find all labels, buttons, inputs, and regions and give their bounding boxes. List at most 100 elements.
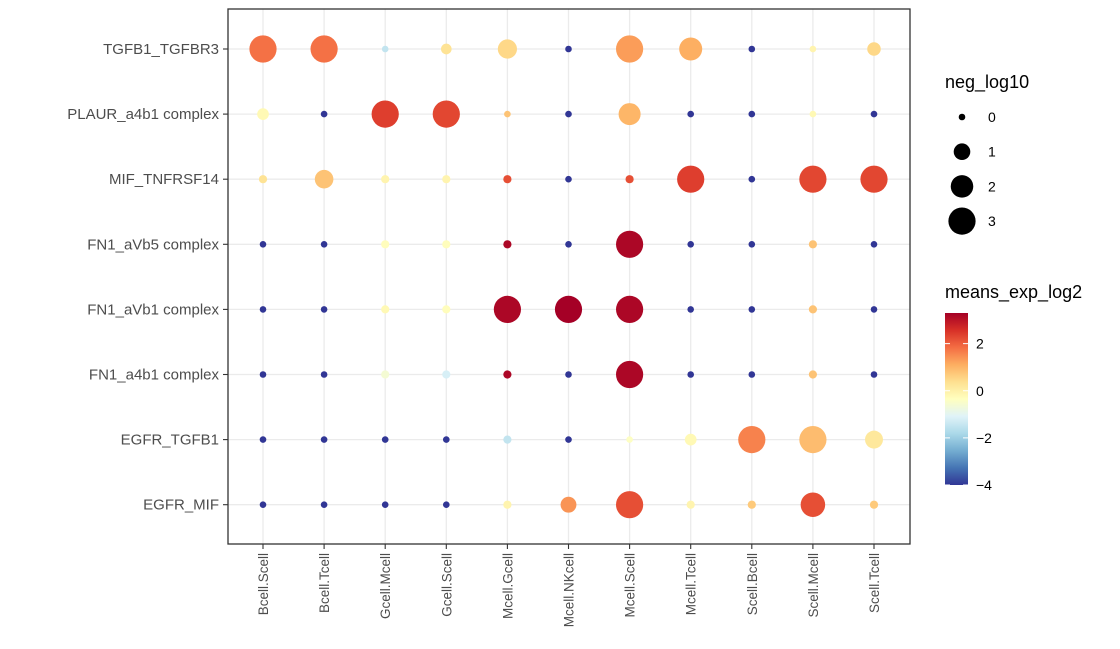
data-point [442,240,451,249]
data-point [870,306,878,313]
data-point [503,500,512,509]
data-point [747,500,756,509]
x-tick-label: Gcell.Mcell [378,553,393,619]
data-point [497,39,517,59]
colorbar-label: −2 [976,430,992,446]
data-point [687,110,694,118]
x-tick-label: Scell.Mcell [806,553,821,618]
data-point [808,305,817,314]
size-legend-title: neg_log10 [945,72,1029,93]
data-point [320,436,328,443]
x-tick-label: Gcell.Scell [439,553,454,617]
data-point [503,175,512,184]
y-tick-label: EGFR_TGFB1 [121,432,219,449]
y-tick-label: FN1_a4b1 complex [89,367,220,384]
data-point [870,371,878,378]
data-point [738,426,766,454]
x-tick-label: Mcell.Tcell [684,553,699,615]
data-point [748,175,756,183]
data-point [503,435,512,444]
color-legend: means_exp_log2 2 0 −2 −4 [945,282,1082,493]
data-point [249,35,277,63]
data-point [808,370,817,379]
data-point [870,110,878,118]
data-point [259,241,267,248]
data-point [381,175,390,184]
data-point [748,241,756,248]
data-point [257,108,269,120]
data-point [259,371,267,378]
data-point [799,165,827,193]
data-point [687,306,694,313]
x-tick-label: Mcell.NKcell [562,553,577,627]
size-legend-key [950,175,974,198]
data-point [677,165,705,193]
data-point [800,492,826,517]
data-point [503,240,512,249]
data-point [799,426,827,454]
data-point [748,306,756,313]
data-point [565,241,572,248]
data-point [565,110,572,118]
data-point [443,436,450,443]
data-point [809,110,817,118]
data-point [748,371,756,378]
data-point [860,165,888,193]
data-point [443,501,450,509]
size-legend-key [958,113,966,121]
axes: TGFB1_TGFBR3 PLAUR_a4b1 complex MIF_TNFRSF… [67,41,882,627]
data-point [616,295,644,323]
data-point [679,37,703,61]
data-point [616,491,644,519]
data-point [381,501,389,509]
data-point [748,45,756,53]
data-point [554,295,583,323]
y-tick-label: PLAUR_a4b1 complex [67,106,219,123]
data-point [258,175,268,184]
size-legend-label: 3 [988,213,996,229]
data-point [381,436,389,443]
data-point [442,175,451,184]
data-point [684,433,697,446]
data-points [249,35,888,519]
data-point [310,35,338,63]
data-point [381,240,390,249]
data-point [259,306,267,313]
x-tick-label: Scell.Tcell [867,553,882,613]
data-point [869,500,879,509]
data-point [440,43,452,55]
colorbar-label: 0 [976,383,984,399]
data-point [865,430,883,449]
data-point [493,295,521,323]
data-point [618,103,641,126]
data-point [687,241,694,248]
y-tick-label: EGFR_MIF [143,497,219,514]
y-tick-label: FN1_aVb1 complex [87,301,219,318]
data-point [442,370,451,379]
data-point [625,175,634,184]
data-point [626,436,633,443]
x-tick-label: Scell.Bcell [745,553,760,615]
data-point [371,100,399,128]
grid-lines [228,9,910,544]
data-point [504,110,511,118]
x-tick-label: Bcell.Scell [256,553,271,615]
y-tick-label: TGFB1_TGFBR3 [103,41,219,58]
x-tick-label: Mcell.Gcell [500,553,515,619]
size-legend-key [953,143,971,160]
size-legend-label: 2 [988,178,996,194]
data-point [442,305,451,314]
data-point [808,240,817,249]
data-point [381,45,389,53]
data-point [565,436,572,443]
data-point [259,501,267,509]
size-legend-label: 0 [988,109,996,125]
colorbar-label: −4 [976,477,992,493]
data-point [686,500,695,509]
data-point [748,110,756,118]
size-legend-key [948,207,976,235]
size-legend: neg_log10 0 1 2 3 [945,72,1029,235]
data-point [381,305,390,314]
x-tick-label: Mcell.Scell [623,553,638,618]
